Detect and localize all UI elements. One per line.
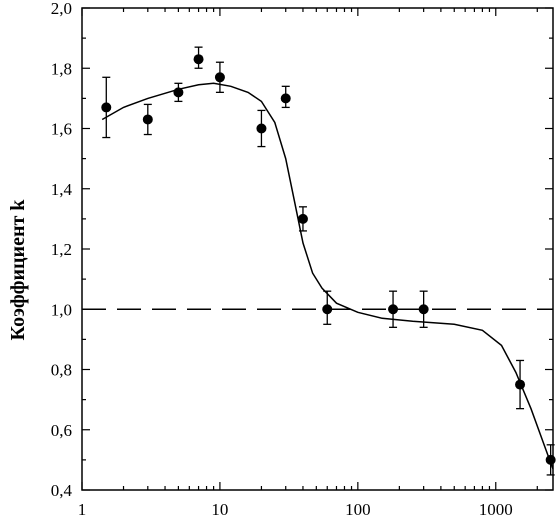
y-tick-label: 1,8 (51, 59, 72, 78)
y-tick-label: 1,6 (51, 120, 72, 139)
data-point (297, 213, 308, 224)
data-point-group (173, 82, 184, 103)
axes: 1 10 100 1000 0,4 0,6 0,8 1,0 1,2 1,4 1,6 1,8 2,0 (51, 0, 554, 519)
data-point-group (101, 76, 112, 139)
y-tick-label: 0,8 (51, 361, 72, 380)
data-point (280, 93, 291, 104)
x-tick-label: 1000 (479, 500, 513, 519)
y-tick-label: 1,2 (51, 240, 72, 259)
y-axis-title: Коэффициент k (7, 199, 29, 341)
x-tick-label: 10 (211, 500, 228, 519)
data-point-group (193, 46, 204, 69)
data-point (388, 304, 399, 315)
data-point (173, 87, 184, 98)
data-point (142, 114, 153, 125)
data-point (256, 123, 267, 134)
data-point (193, 54, 204, 65)
plot-frame (81, 7, 554, 491)
data-point (101, 102, 112, 113)
y-tick-label: 0,4 (51, 481, 73, 500)
data-point-group (297, 206, 308, 232)
x-tick-label: 1 (78, 500, 87, 519)
data-point (418, 304, 429, 315)
data-point-group (280, 85, 291, 109)
y-tick-label: 2,0 (51, 0, 72, 18)
y-tick-label: 1,4 (51, 180, 73, 199)
data-point-group (322, 290, 333, 325)
y-tick-label: 0,6 (51, 421, 72, 440)
data-point-group (515, 359, 526, 410)
plot-area (82, 46, 556, 476)
data-point (214, 72, 225, 83)
data-point-group (388, 290, 399, 328)
data-point (515, 379, 526, 390)
data-point-group (256, 109, 267, 148)
x-tick-label: 100 (345, 500, 371, 519)
y-tick-label: 1,0 (51, 300, 72, 319)
data-point-group (418, 290, 429, 328)
data-point (322, 304, 333, 315)
data-point-group (142, 103, 153, 136)
fit-curve (101, 82, 554, 470)
data-point-group (214, 61, 225, 93)
